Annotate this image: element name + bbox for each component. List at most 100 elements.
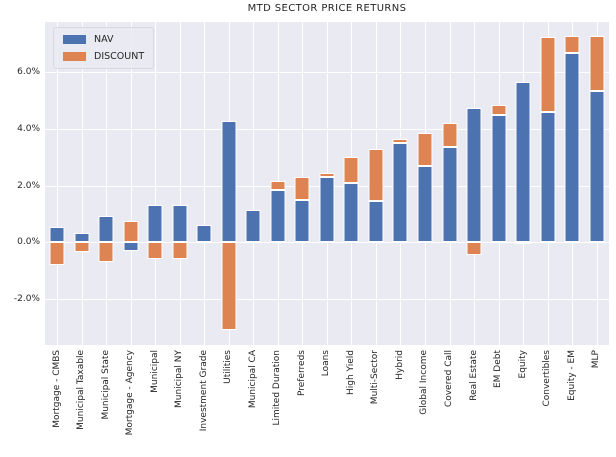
bar-nav-segment <box>196 224 212 243</box>
bar-nav-segment <box>147 205 163 243</box>
x-tick-cell: High Yield <box>339 350 364 455</box>
chart-title: MTD SECTOR PRICE RETURNS <box>247 3 407 14</box>
bar-discount-segment <box>417 133 433 166</box>
bar-discount-segment <box>564 35 580 53</box>
x-tick-label: Loans <box>321 350 332 377</box>
y-tick-label: 0.0% <box>17 237 40 248</box>
bar-column <box>584 22 609 345</box>
y-tick-label: 6.0% <box>17 67 40 78</box>
y-tick-label: 2.0% <box>17 180 40 191</box>
legend-label-discount: DISCOUNT <box>94 51 145 62</box>
x-tick-cell: Real Estate <box>462 350 487 455</box>
bar-discount-segment <box>319 172 335 178</box>
x-tick-label: Covered Call <box>444 350 454 408</box>
x-tick-label: Preferreds <box>296 350 307 396</box>
x-tick-label: Real Estate <box>468 350 479 401</box>
bar-nav-segment <box>123 242 139 251</box>
bar-nav-segment <box>589 90 605 243</box>
x-tick-label: High Yield <box>345 350 356 395</box>
bar-column <box>45 22 70 345</box>
bar-discount-segment <box>123 221 139 243</box>
bar-nav-segment <box>564 52 580 243</box>
bar-nav-segment <box>98 215 114 243</box>
x-tick-cell: MLP <box>584 350 609 455</box>
y-axis-tick-labels: 6.0% 4.0% 2.0% 0.0% -2.0% <box>0 22 40 345</box>
x-axis-tick-labels: Mortgage - CMBS Municipal Taxable Municipa… <box>45 350 609 455</box>
x-tick-label: Hybrid <box>394 350 405 380</box>
x-tick-cell: Investment Grade <box>192 350 217 455</box>
bar-nav-segment <box>442 147 457 243</box>
bar-column <box>413 22 438 345</box>
bar-column <box>388 22 413 345</box>
bar-discount-segment <box>368 148 384 202</box>
x-tick-label: Municipal State <box>100 350 111 420</box>
bar-discount-segment <box>466 242 482 255</box>
bar-nav-segment <box>515 82 531 243</box>
x-tick-label: Convertibles <box>542 350 553 407</box>
bar-nav-segment <box>245 210 261 243</box>
bar-column <box>315 22 340 345</box>
gridline-v <box>57 22 59 345</box>
nav-swatch-icon <box>63 35 86 44</box>
x-tick-cell: Hybrid <box>388 350 413 455</box>
bar-column <box>290 22 315 345</box>
bar-nav-segment <box>368 201 384 243</box>
bar-column <box>119 22 144 345</box>
plot-area <box>45 22 609 345</box>
x-tick-cell: Municipal CA <box>241 350 266 455</box>
bar-nav-segment <box>491 114 507 243</box>
bar-column <box>266 22 291 345</box>
x-tick-cell: Global Income <box>413 350 438 455</box>
bar-column <box>560 22 585 345</box>
bar-discount-segment <box>491 104 507 115</box>
bar-discount-segment <box>294 177 310 200</box>
bar-nav-segment <box>294 199 310 243</box>
x-tick-cell: Mortgage - Agency <box>119 350 144 455</box>
bar-discount-segment <box>147 242 163 260</box>
gridline-v <box>130 22 132 345</box>
bar-nav-segment <box>392 143 408 243</box>
x-tick-cell: Municipal <box>143 350 168 455</box>
bar-nav-segment <box>417 165 433 243</box>
gridline-v <box>204 22 206 345</box>
bar-discount-segment <box>172 242 188 260</box>
x-tick-label: MLP <box>591 350 602 369</box>
bar-discount-segment <box>540 37 556 113</box>
x-tick-label: Municipal NY <box>174 350 185 408</box>
x-tick-label: Mortgage - Agency <box>125 350 136 436</box>
bar-discount-segment <box>392 138 408 144</box>
bar-column <box>168 22 193 345</box>
gridline-v <box>81 22 83 345</box>
bar-column <box>192 22 217 345</box>
bar-discount-segment <box>49 242 65 265</box>
bar-columns <box>45 22 609 345</box>
bar-column <box>535 22 560 345</box>
x-tick-label: Utilities <box>223 350 234 384</box>
bar-discount-segment <box>589 35 605 91</box>
x-tick-label: Equity - EM <box>566 350 577 401</box>
bar-column <box>143 22 168 345</box>
bar-discount-segment <box>74 242 90 253</box>
x-tick-cell: Covered Call <box>437 350 462 455</box>
x-tick-cell: Loans <box>315 350 340 455</box>
bar-discount-segment <box>515 242 531 245</box>
x-tick-label: Equity <box>517 350 528 379</box>
bar-column <box>364 22 389 345</box>
x-tick-cell: Municipal NY <box>168 350 193 455</box>
x-tick-label: Global Income <box>419 350 430 415</box>
bar-discount-segment <box>270 181 286 190</box>
bar-discount-segment <box>343 157 359 183</box>
x-tick-cell: Municipal Taxable <box>70 350 95 455</box>
x-tick-cell: Limited Duration <box>266 350 291 455</box>
x-tick-cell: Equity <box>511 350 536 455</box>
bar-column <box>437 22 462 345</box>
bar-column <box>217 22 242 345</box>
bar-nav-segment <box>172 204 188 243</box>
x-tick-cell: EM Debt <box>486 350 511 455</box>
x-tick-label: Municipal <box>149 350 160 393</box>
x-tick-label: Municipal Taxable <box>76 350 87 430</box>
gridline-v <box>253 22 255 345</box>
y-tick-label: 4.0% <box>17 124 40 134</box>
bar-discount-segment <box>442 123 457 148</box>
x-tick-cell: Municipal State <box>94 350 119 455</box>
